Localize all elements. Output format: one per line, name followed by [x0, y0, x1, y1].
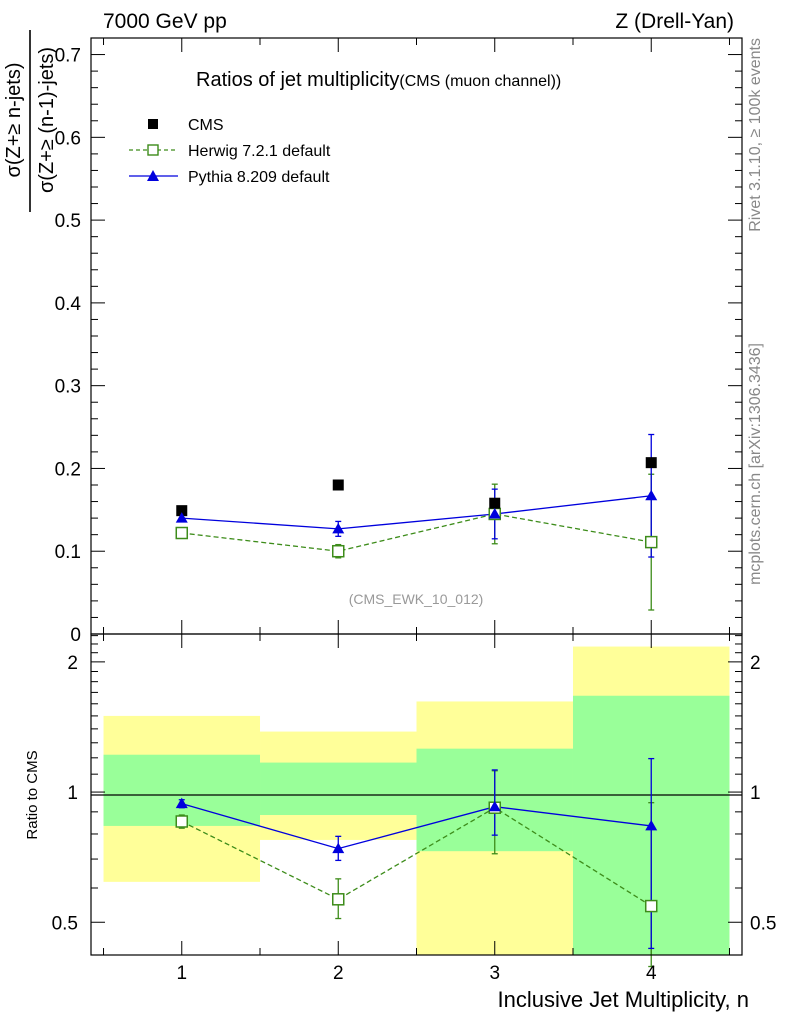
x-tick-label: 3 [489, 963, 500, 984]
x-tick-labels: 1 2 3 4 [176, 963, 656, 984]
ratio-pythia-point [488, 800, 501, 812]
ratio-pythia-point [332, 842, 345, 854]
ratio-y-tick-label-right: 2 [750, 653, 761, 674]
legend: CMS Herwig 7.2.1 default Pythia 8.209 de… [129, 117, 331, 186]
cms-point [176, 505, 188, 517]
ratio-y-tick-label: 2 [67, 653, 78, 674]
y-label-numerator: σ(Z+≥ n-jets) [3, 63, 25, 178]
rivet-version-label: Rivet 3.1.10, ≥ 100k events [747, 38, 764, 232]
chart-title-main: Ratios of jet multiplicity [196, 69, 399, 91]
y-label-denominator: σ(Z+≥ (n-1)-jets) [36, 47, 58, 193]
x-tick-label: 1 [176, 963, 187, 984]
main-y-tick-label: 0.1 [55, 542, 81, 563]
ratio-series-layer [175, 757, 658, 968]
ratio-inner-band [103, 754, 261, 826]
pythia-point [175, 512, 188, 523]
legend-pythia-marker [147, 170, 159, 181]
ratio-pythia-point [175, 797, 188, 809]
pythia-line [181, 495, 652, 530]
x-axis-label: Inclusive Jet Multiplicity, n [498, 987, 749, 1012]
main-series-layer [175, 433, 658, 611]
ratio-y-tick-label-right: 0.5 [750, 913, 776, 934]
header-energy-label: 7000 GeV pp [103, 10, 227, 33]
legend-herwig-marker [147, 144, 159, 156]
main-plot-panel: 0.1 0.2 0.3 0.4 0.5 0.6 0.7 0 [55, 37, 743, 646]
ratio-y-tick-label-right: 1 [750, 783, 761, 804]
pythia-point [488, 507, 501, 519]
main-y-tick-label: 0.7 [55, 46, 81, 67]
x-tick-label: 2 [333, 963, 344, 984]
ratio-herwig-point [175, 815, 189, 828]
main-y-tick-label: 0.2 [55, 459, 81, 480]
main-y-axis-label: σ(Z+≥ n-jets) σ(Z+≥ (n-1)-jets) [3, 30, 58, 212]
ratio-y-tick-labels: 0.5 0.5 1 1 2 2 [52, 653, 777, 934]
herwig-point [332, 544, 345, 558]
chart-title: Ratios of jet multiplicity(CMS (muon cha… [196, 69, 561, 91]
main-y-tick-labels: 0.1 0.2 0.3 0.4 0.5 0.6 0.7 0 [55, 46, 82, 646]
x-tick-label: 4 [646, 963, 657, 984]
cms-point [645, 457, 657, 469]
main-y-tick-label: 0.3 [55, 377, 81, 398]
pythia-point [332, 522, 345, 534]
legend-cms-marker [148, 119, 158, 129]
cms-point [489, 497, 501, 509]
analysis-watermark: (CMS_EWK_10_012) [349, 591, 484, 607]
ratio-plot-panel: 0.5 0.5 1 1 2 2 [52, 633, 777, 968]
ratio-herwig-point [644, 899, 658, 913]
legend-cms-label: CMS [188, 117, 224, 134]
main-y-tick-label: 0.4 [55, 294, 82, 315]
ratio-herwig-line [181, 806, 652, 907]
herwig-point [175, 526, 189, 540]
ratio-herwig-point [332, 893, 345, 906]
main-y-tick-label: 0.6 [55, 128, 81, 149]
ratio-pythia-line [181, 803, 652, 850]
herwig-point [644, 535, 658, 549]
ratio-uncertainty-bands [103, 646, 730, 955]
pythia-point [645, 489, 658, 501]
ratio-pythia-point [645, 819, 658, 831]
ratio-y-axis-label: Ratio to CMS [24, 750, 41, 839]
herwig-line [181, 513, 652, 552]
cms-point [332, 479, 344, 491]
main-y-tick-label-zero: 0 [70, 625, 81, 646]
legend-herwig-label: Herwig 7.2.1 default [188, 143, 331, 160]
ratio-plot-frame [90, 633, 743, 956]
header-process-label: Z (Drell-Yan) [615, 10, 734, 33]
chart-title-subtitle: (CMS (muon channel)) [399, 73, 561, 90]
legend-pythia-label: Pythia 8.209 default [188, 169, 330, 186]
ratio-y-tick-label: 0.5 [52, 913, 78, 934]
mcplots-label: mcplots.cern.ch [arXiv:1306.3436] [747, 343, 764, 585]
ratio-inner-band [260, 762, 417, 816]
ratio-y-tick-label: 1 [67, 783, 78, 804]
main-y-tick-label: 0.5 [55, 211, 81, 232]
